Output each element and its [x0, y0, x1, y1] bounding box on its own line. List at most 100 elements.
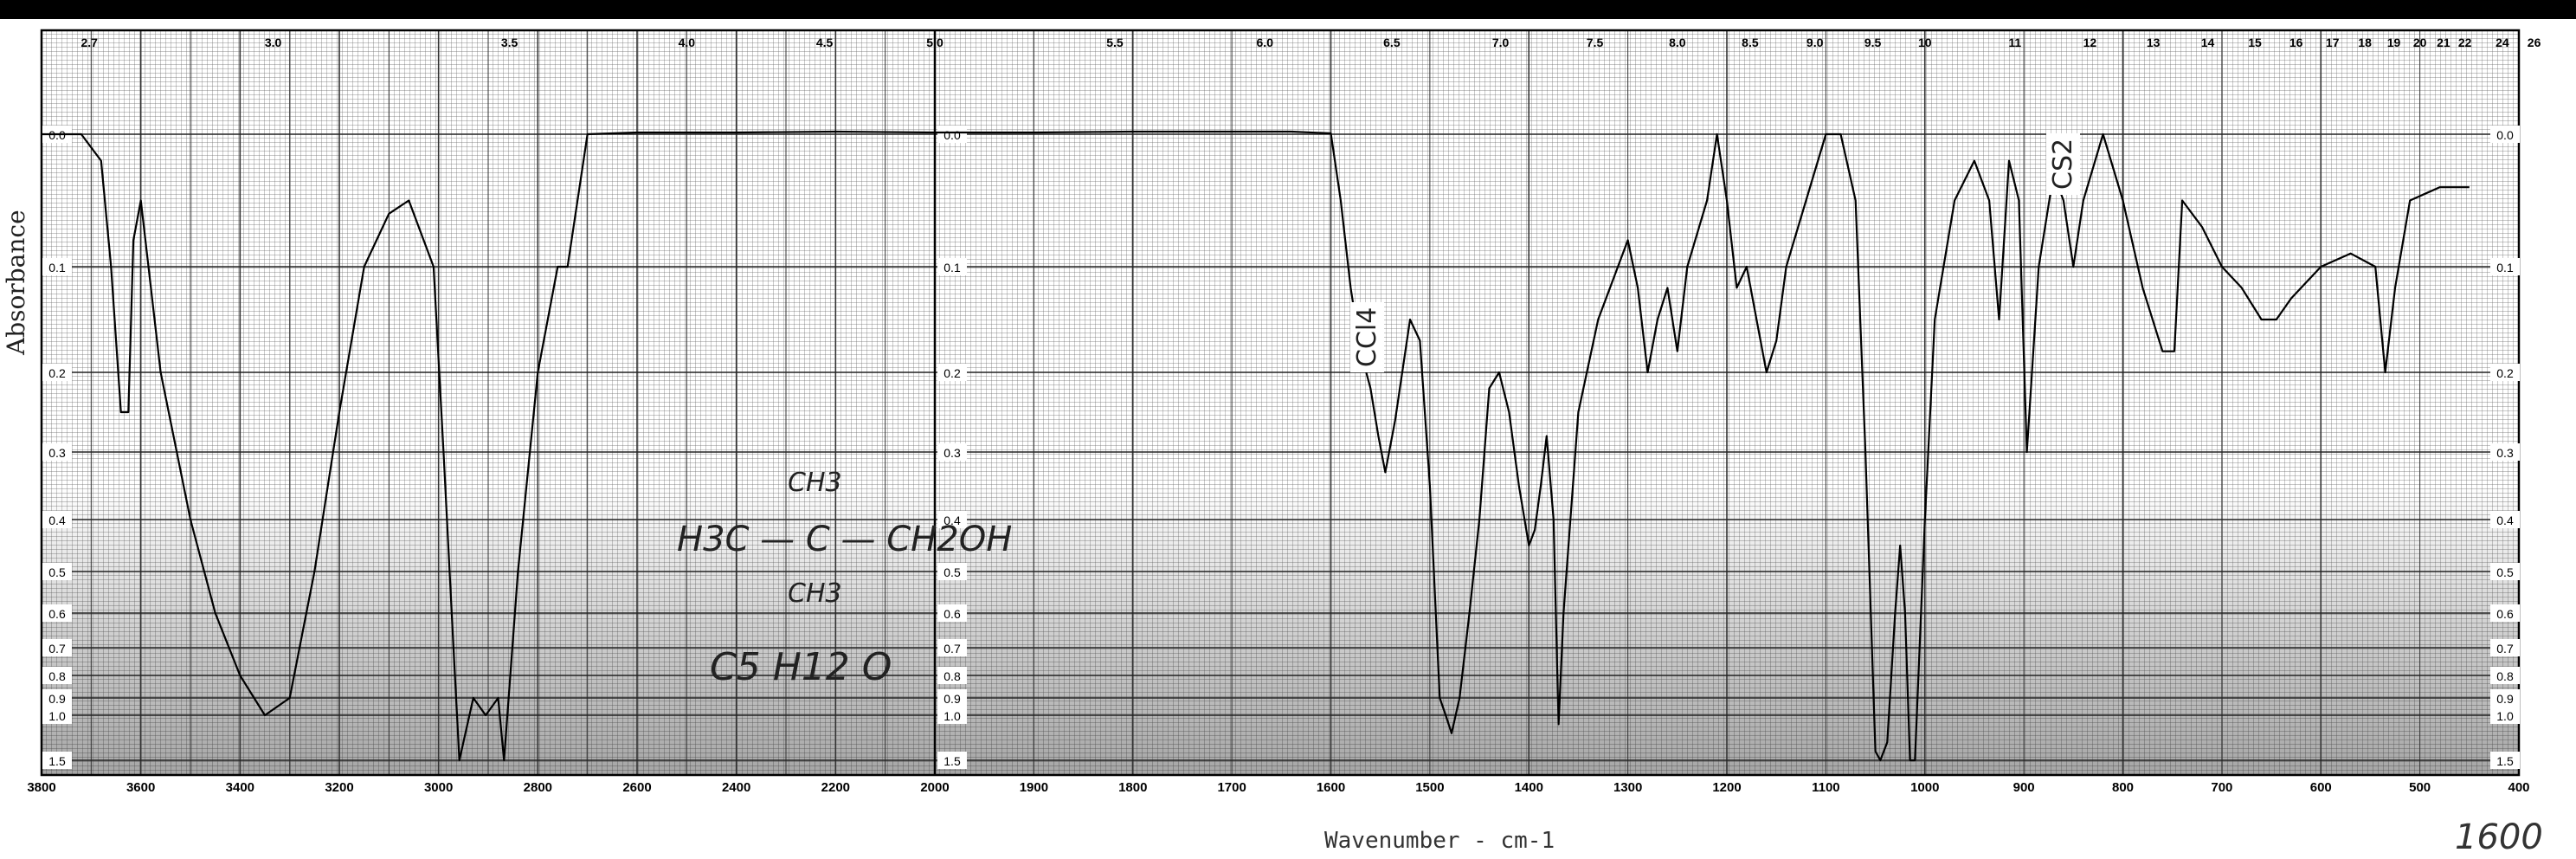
- wavenumber-tick-label: 800: [2112, 780, 2134, 795]
- absorbance-tick-label: 0.8: [943, 669, 961, 683]
- absorbance-label-bg: [2490, 707, 2520, 724]
- y-axis-label: Absorbance: [2, 210, 30, 355]
- wavenumber-tick-label: 3000: [424, 780, 453, 795]
- micron-tick-label: 2.7: [80, 36, 98, 49]
- molecular-formula: C5 H12 O: [710, 645, 892, 689]
- absorbance-label-bg: [42, 443, 72, 461]
- micron-tick-label: 5.0: [926, 36, 943, 49]
- absorbance-tick-label: 0.5: [48, 565, 66, 579]
- absorbance-label-bg: [937, 563, 967, 580]
- formula-bottom-substituent: CH3: [788, 578, 842, 609]
- micron-tick-label: 10: [1918, 36, 1932, 49]
- wavenumber-tick-label: 3400: [226, 780, 254, 795]
- micron-tick-label: 18: [2358, 36, 2372, 49]
- absorbance-tick-label: 0.3: [943, 446, 961, 460]
- absorbance-label-bg: [42, 639, 72, 656]
- absorbance-label-bg: [42, 752, 72, 769]
- formula-main: H3C — C — CH2OH: [677, 520, 1013, 559]
- absorbance-tick-label: 1.0: [2496, 709, 2514, 723]
- micron-tick-label: 24: [2496, 36, 2509, 49]
- absorbance-tick-label: 0.2: [943, 366, 961, 380]
- spectrum-curve-layer: [42, 130, 2470, 762]
- absorbance-label-bg: [937, 258, 967, 275]
- absorbance-tick-label: 0.2: [2496, 366, 2514, 380]
- absorbance-label-bg: [2490, 752, 2520, 769]
- micron-tick-label: 7.5: [1587, 36, 1604, 49]
- micron-tick-label: 7.0: [1492, 36, 1510, 49]
- wavenumber-tick-label: 1900: [1020, 780, 1048, 795]
- micron-tick-label: 4.5: [816, 36, 834, 49]
- absorbance-tick-label: 0.7: [48, 642, 66, 656]
- absorbance-label-bg: [937, 511, 967, 528]
- absorbance-label-bg: [937, 689, 967, 707]
- solvent-label-cs2: CS2: [2046, 132, 2080, 195]
- wavenumber-tick-label: 2000: [920, 780, 949, 795]
- wavenumber-tick-label: 3200: [325, 780, 353, 795]
- wavenumber-tick-label: 2600: [622, 780, 651, 795]
- absorbance-tick-label: 0.3: [48, 446, 66, 460]
- chart-ticks: 3800 3600 3400 3200 3000 2800 2600 2400 2200 2000…: [27, 36, 2541, 795]
- absorbance-label-bg: [42, 707, 72, 724]
- absorbance-label-bg: [42, 364, 72, 381]
- absorbance-label-bg: [42, 511, 72, 528]
- absorbance-label-bg: [2490, 364, 2520, 381]
- absorbance-tick-label: 0.0: [2496, 128, 2514, 142]
- absorbance-label-bg: [2490, 563, 2520, 580]
- wavenumber-tick-label: 3600: [126, 780, 155, 795]
- absorbance-label-bg: [42, 667, 72, 684]
- absorbance-label-bg: [42, 604, 72, 622]
- absorbance-tick-label: 0.8: [48, 669, 66, 683]
- absorbance-tick-label: 1.5: [2496, 754, 2514, 768]
- wavenumber-tick-label: 1100: [1812, 780, 1840, 795]
- micron-tick-label: 6.0: [1257, 36, 1274, 49]
- absorbance-tick-label: 0.6: [943, 607, 961, 621]
- wavenumber-tick-label: 1500: [1415, 780, 1444, 795]
- absorbance-tick-label: 0.7: [943, 642, 961, 656]
- x-axis-label: Wavenumber - cm-1: [1324, 828, 1555, 854]
- absorbance-tick-label: 0.4: [48, 513, 66, 527]
- absorbance-label-bg: [937, 667, 967, 684]
- micron-tick-label: 13: [2147, 36, 2161, 49]
- absorbance-label-bg: [2490, 258, 2520, 275]
- wavenumber-tick-label: 1700: [1217, 780, 1246, 795]
- absorbance-tick-label: 0.1: [943, 261, 961, 274]
- plot-frame: [40, 29, 2521, 777]
- absorbance-tick-label: 0.5: [943, 565, 961, 579]
- wavenumber-tick-label: 400: [2508, 780, 2529, 795]
- micron-tick-label: 19: [2387, 36, 2401, 49]
- micron-tick-label: 8.5: [1742, 36, 1759, 49]
- wavenumber-tick-label: 600: [2310, 780, 2332, 795]
- absorbance-label-bg: [42, 689, 72, 707]
- absorbance-tick-label: 0.1: [48, 261, 66, 274]
- micron-tick-label: 12: [2083, 36, 2097, 49]
- absorbance-tick-label: 0.0: [943, 128, 961, 142]
- absorbance-label-bg: [42, 563, 72, 580]
- absorbance-label-bg: [937, 126, 967, 143]
- grid-shade: [42, 485, 2519, 775]
- absorbance-tick-label: 0.9: [48, 692, 66, 706]
- micron-tick-label: 3.0: [265, 36, 282, 49]
- absorbance-tick-label: 0.1: [2496, 261, 2514, 274]
- micron-tick-label: 3.5: [501, 36, 518, 49]
- wavenumber-tick-label: 1800: [1118, 780, 1147, 795]
- absorbance-label-bg: [2490, 443, 2520, 461]
- absorbance-tick-label: 1.0: [943, 709, 961, 723]
- absorbance-label-bg: [937, 443, 967, 461]
- wavenumber-tick-label: 1000: [1910, 780, 1939, 795]
- absorbance-label-bg: [2490, 667, 2520, 684]
- wavenumber-tick-label: 900: [2013, 780, 2035, 795]
- spectrum-trace: [42, 130, 2470, 762]
- micron-tick-label: 20: [2413, 36, 2427, 49]
- micron-tick-label: 17: [2326, 36, 2340, 49]
- micron-tick-label: 9.0: [1806, 36, 1824, 49]
- wavenumber-tick-label: 2800: [524, 780, 552, 795]
- micron-tick-label: 15: [2248, 36, 2262, 49]
- absorbance-tick-label: 1.5: [943, 754, 961, 768]
- wavenumber-tick-label: 1600: [1317, 780, 1345, 795]
- micron-tick-label: 26: [2528, 36, 2541, 49]
- absorbance-tick-label: 1.5: [48, 754, 66, 768]
- absorbance-tick-label: 0.8: [2496, 669, 2514, 683]
- wavenumber-tick-label: 500: [2409, 780, 2431, 795]
- micron-tick-label: 22: [2458, 36, 2472, 49]
- wavenumber-tick-label: 3800: [27, 780, 55, 795]
